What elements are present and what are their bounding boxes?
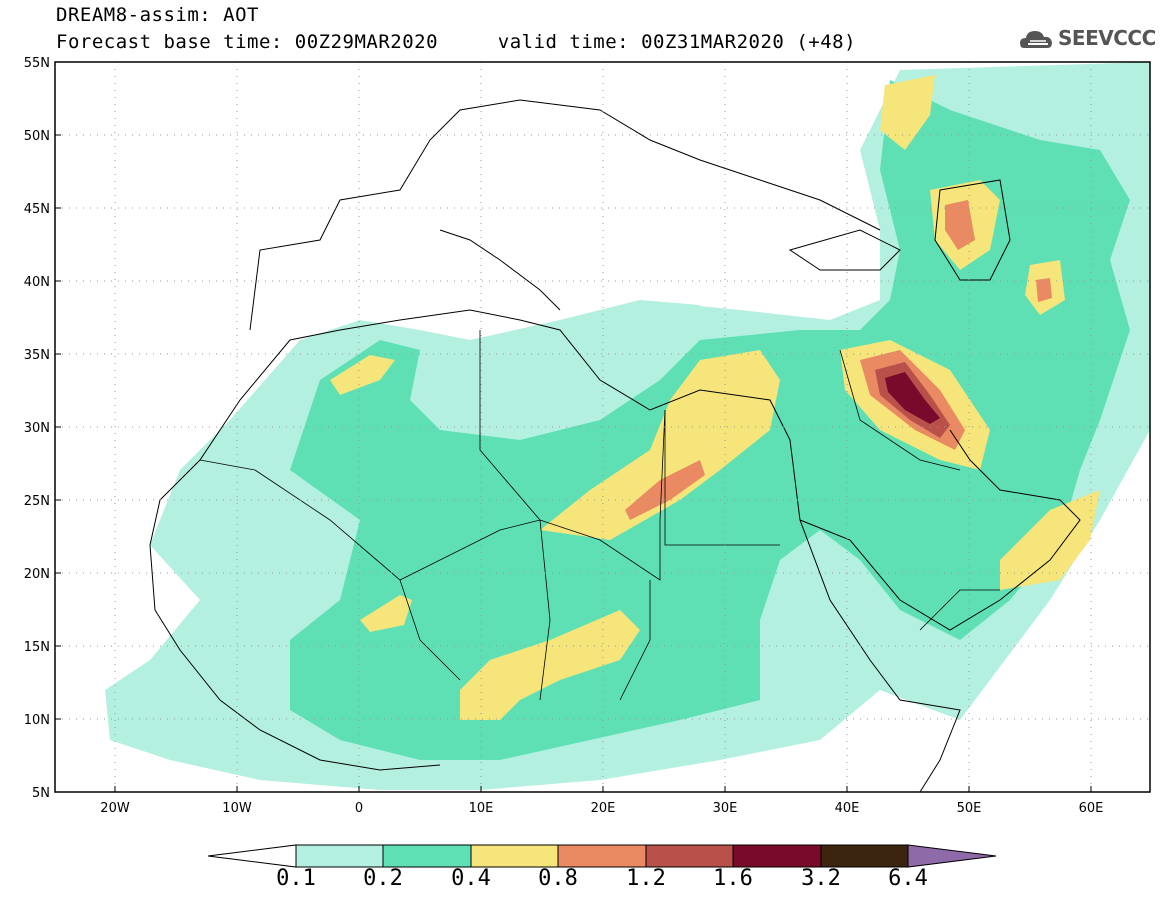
colorbar-swatch	[295, 844, 384, 868]
valid-time-value: 00Z31MAR2020	[641, 31, 785, 53]
cloud-icon	[1020, 31, 1052, 48]
lat-label: 55N	[24, 56, 50, 71]
lon-label: 40E	[835, 801, 860, 816]
colorbar-swatch	[820, 844, 909, 868]
base-time-value: 00Z29MAR2020	[294, 31, 439, 53]
lon-label: 10W	[222, 801, 252, 816]
italy-coast	[439, 229, 561, 311]
colorbar-label: 1.6	[713, 866, 753, 891]
lon-label: 50E	[957, 801, 982, 816]
colorbar-swatch	[470, 844, 559, 868]
colorbar-label: 0.4	[451, 866, 491, 891]
lat-label: 50N	[24, 129, 50, 144]
product-title: DREAM8-assim: AOT	[56, 4, 259, 26]
forecast-times: Forecast base time: 00Z29MAR2020 valid t…	[56, 31, 856, 53]
lat-label: 15N	[24, 640, 50, 655]
aot-band-0.1-north	[590, 300, 700, 350]
base-time-label: Forecast base time:	[56, 31, 283, 53]
egypt-border	[664, 410, 780, 546]
lon-labels: 20W 10W 0 10E 20E 30E 40E 50E 60E	[100, 801, 1103, 816]
colorbar-swatch	[732, 844, 822, 868]
lat-label: 45N	[24, 202, 50, 217]
colorbar-label: 1.2	[626, 866, 666, 891]
colorbar-swatch	[645, 844, 734, 868]
sahel-borders	[199, 459, 651, 701]
lon-label: 20W	[100, 801, 130, 816]
colorbar-label: 0.1	[276, 866, 316, 891]
lon-label: 30E	[713, 801, 738, 816]
europe-coast	[249, 99, 881, 331]
lat-ticks	[55, 134, 1092, 792]
africa-coast	[149, 309, 961, 792]
colorbar-low-arrow	[207, 844, 297, 868]
caspian-coast	[934, 179, 1011, 281]
colorbar-label: 3.2	[801, 866, 841, 891]
lon-label: 20E	[591, 801, 616, 816]
lon-label: 10E	[469, 801, 494, 816]
lat-label: 30N	[24, 421, 50, 436]
colorbar	[207, 844, 997, 868]
arabia-coast	[799, 429, 1081, 631]
lat-labels: 55N 50N 45N 40N 35N 30N 25N 20N 15N 10N …	[24, 56, 50, 801]
lat-label: 40N	[24, 275, 50, 290]
lat-label: 35N	[24, 348, 50, 363]
grid	[55, 62, 1150, 792]
aot-band-0.8-c	[945, 200, 975, 250]
valid-time-label: valid time:	[497, 31, 630, 53]
lead-time: (+48)	[796, 31, 857, 53]
black-sea-coast	[788, 229, 901, 271]
colorbar-swatch	[557, 844, 647, 868]
colorbar-label: 0.2	[363, 866, 403, 891]
colorbar-label: 6.4	[888, 866, 928, 891]
colorbar-high-arrow	[907, 844, 997, 868]
middle-east-borders	[839, 349, 1000, 631]
logo-text: SEEVCCC	[1058, 26, 1156, 50]
aot-band-0.4-c	[360, 595, 412, 632]
aot-band-0.4	[540, 350, 780, 540]
lon-label: 60E	[1079, 801, 1104, 816]
colorbar-label: 0.8	[538, 866, 578, 891]
borders	[199, 330, 1000, 701]
coastlines	[149, 99, 1081, 792]
west-africa-coast	[149, 544, 441, 771]
lat-label: 25N	[24, 494, 50, 509]
colorbar-swatch	[382, 844, 472, 868]
aot-band-0.8-d	[1036, 278, 1052, 302]
aot-band-0.4-i	[330, 355, 395, 395]
lon-label: 0	[355, 801, 363, 816]
lat-label: 20N	[24, 567, 50, 582]
lat-label: 10N	[24, 713, 50, 728]
aot-band-1.6	[885, 372, 940, 424]
aot-band-0.4-b	[460, 610, 640, 720]
lat-label: 5N	[32, 786, 50, 801]
libya-border	[479, 330, 541, 521]
aot-band-0.4-h	[880, 75, 935, 150]
